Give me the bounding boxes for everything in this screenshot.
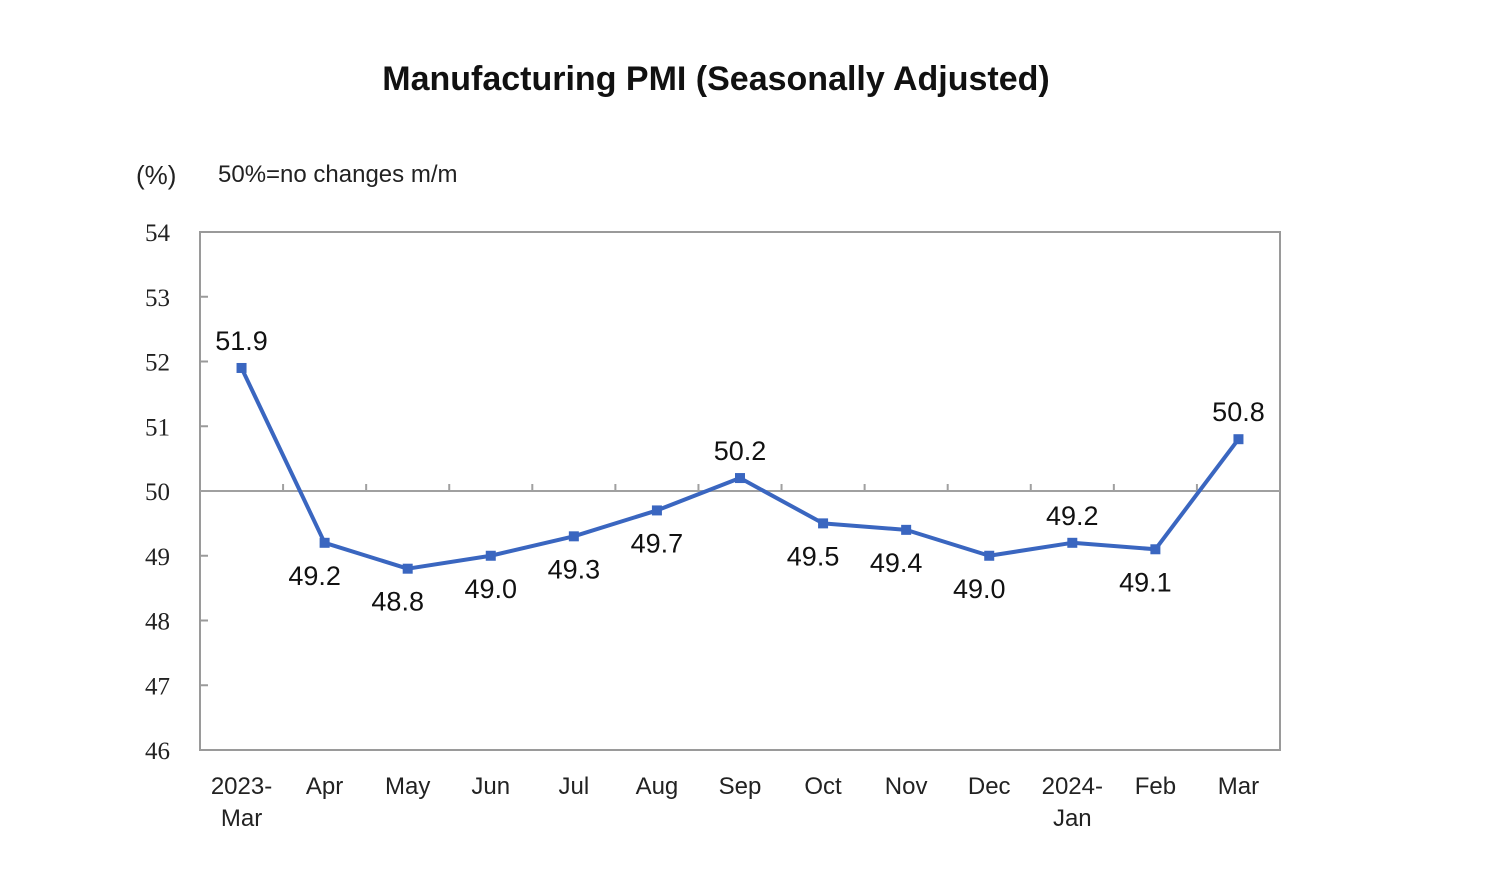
data-point-marker [651,505,662,516]
chart-title: Manufacturing PMI (Seasonally Adjusted) [382,60,1049,98]
y-tick-label: 54 [145,220,171,247]
data-point-marker [402,563,413,574]
x-tick-label: 2024- [1042,773,1103,800]
y-tick-label: 51 [145,414,170,441]
x-tick-label: Mar [221,805,262,832]
y-tick-label: 52 [145,350,170,377]
data-point-marker [901,524,912,535]
data-label: 49.2 [1046,501,1099,531]
x-tick-label: Sep [719,773,762,800]
data-label: 50.2 [714,436,767,466]
x-tick-label: Aug [636,773,679,800]
data-label: 49.4 [870,548,923,578]
data-point-marker [735,473,745,484]
data-point-marker [568,531,579,542]
x-tick-label: Nov [885,773,928,800]
data-label: 51.9 [215,326,268,356]
data-label: 49.0 [464,574,517,604]
x-tick-label: Jul [559,773,590,800]
data-label: 49.3 [548,554,601,584]
x-tick-label: Dec [968,773,1011,800]
data-label: 48.8 [371,587,424,617]
y-axis-unit-label: (%) [136,160,176,190]
data-point-marker [1150,544,1161,555]
y-tick-label: 50 [145,479,170,506]
data-point-marker [236,362,247,373]
data-label: 49.7 [631,528,684,558]
data-point-marker [818,518,829,529]
x-tick-label: Oct [804,773,842,800]
data-label: 50.8 [1212,397,1265,427]
y-tick-label: 48 [145,609,170,636]
data-point-marker [984,550,995,561]
x-tick-label: Jun [471,773,510,800]
x-tick-label: Feb [1135,773,1176,800]
x-tick-label: 2023- [211,773,272,800]
series-line [239,367,1241,571]
y-tick-label: 46 [145,738,170,765]
data-label: 49.2 [288,561,341,591]
reference-note: 50%=no changes m/m [218,161,457,188]
data-point-marker [1067,537,1078,548]
data-label: 49.5 [787,541,840,571]
x-tick-label: Jan [1053,805,1092,832]
data-point-marker [319,537,330,548]
y-tick-label: 53 [145,285,170,312]
x-tick-label: Mar [1218,773,1259,800]
y-tick-label: 47 [145,673,170,700]
x-tick-label: Apr [306,773,343,800]
data-point-marker [485,550,496,561]
data-label: 49.1 [1119,567,1172,597]
x-tick-label: May [385,773,430,800]
data-label: 49.0 [953,574,1006,604]
y-tick-label: 49 [145,544,170,571]
data-point-marker [1233,434,1244,445]
